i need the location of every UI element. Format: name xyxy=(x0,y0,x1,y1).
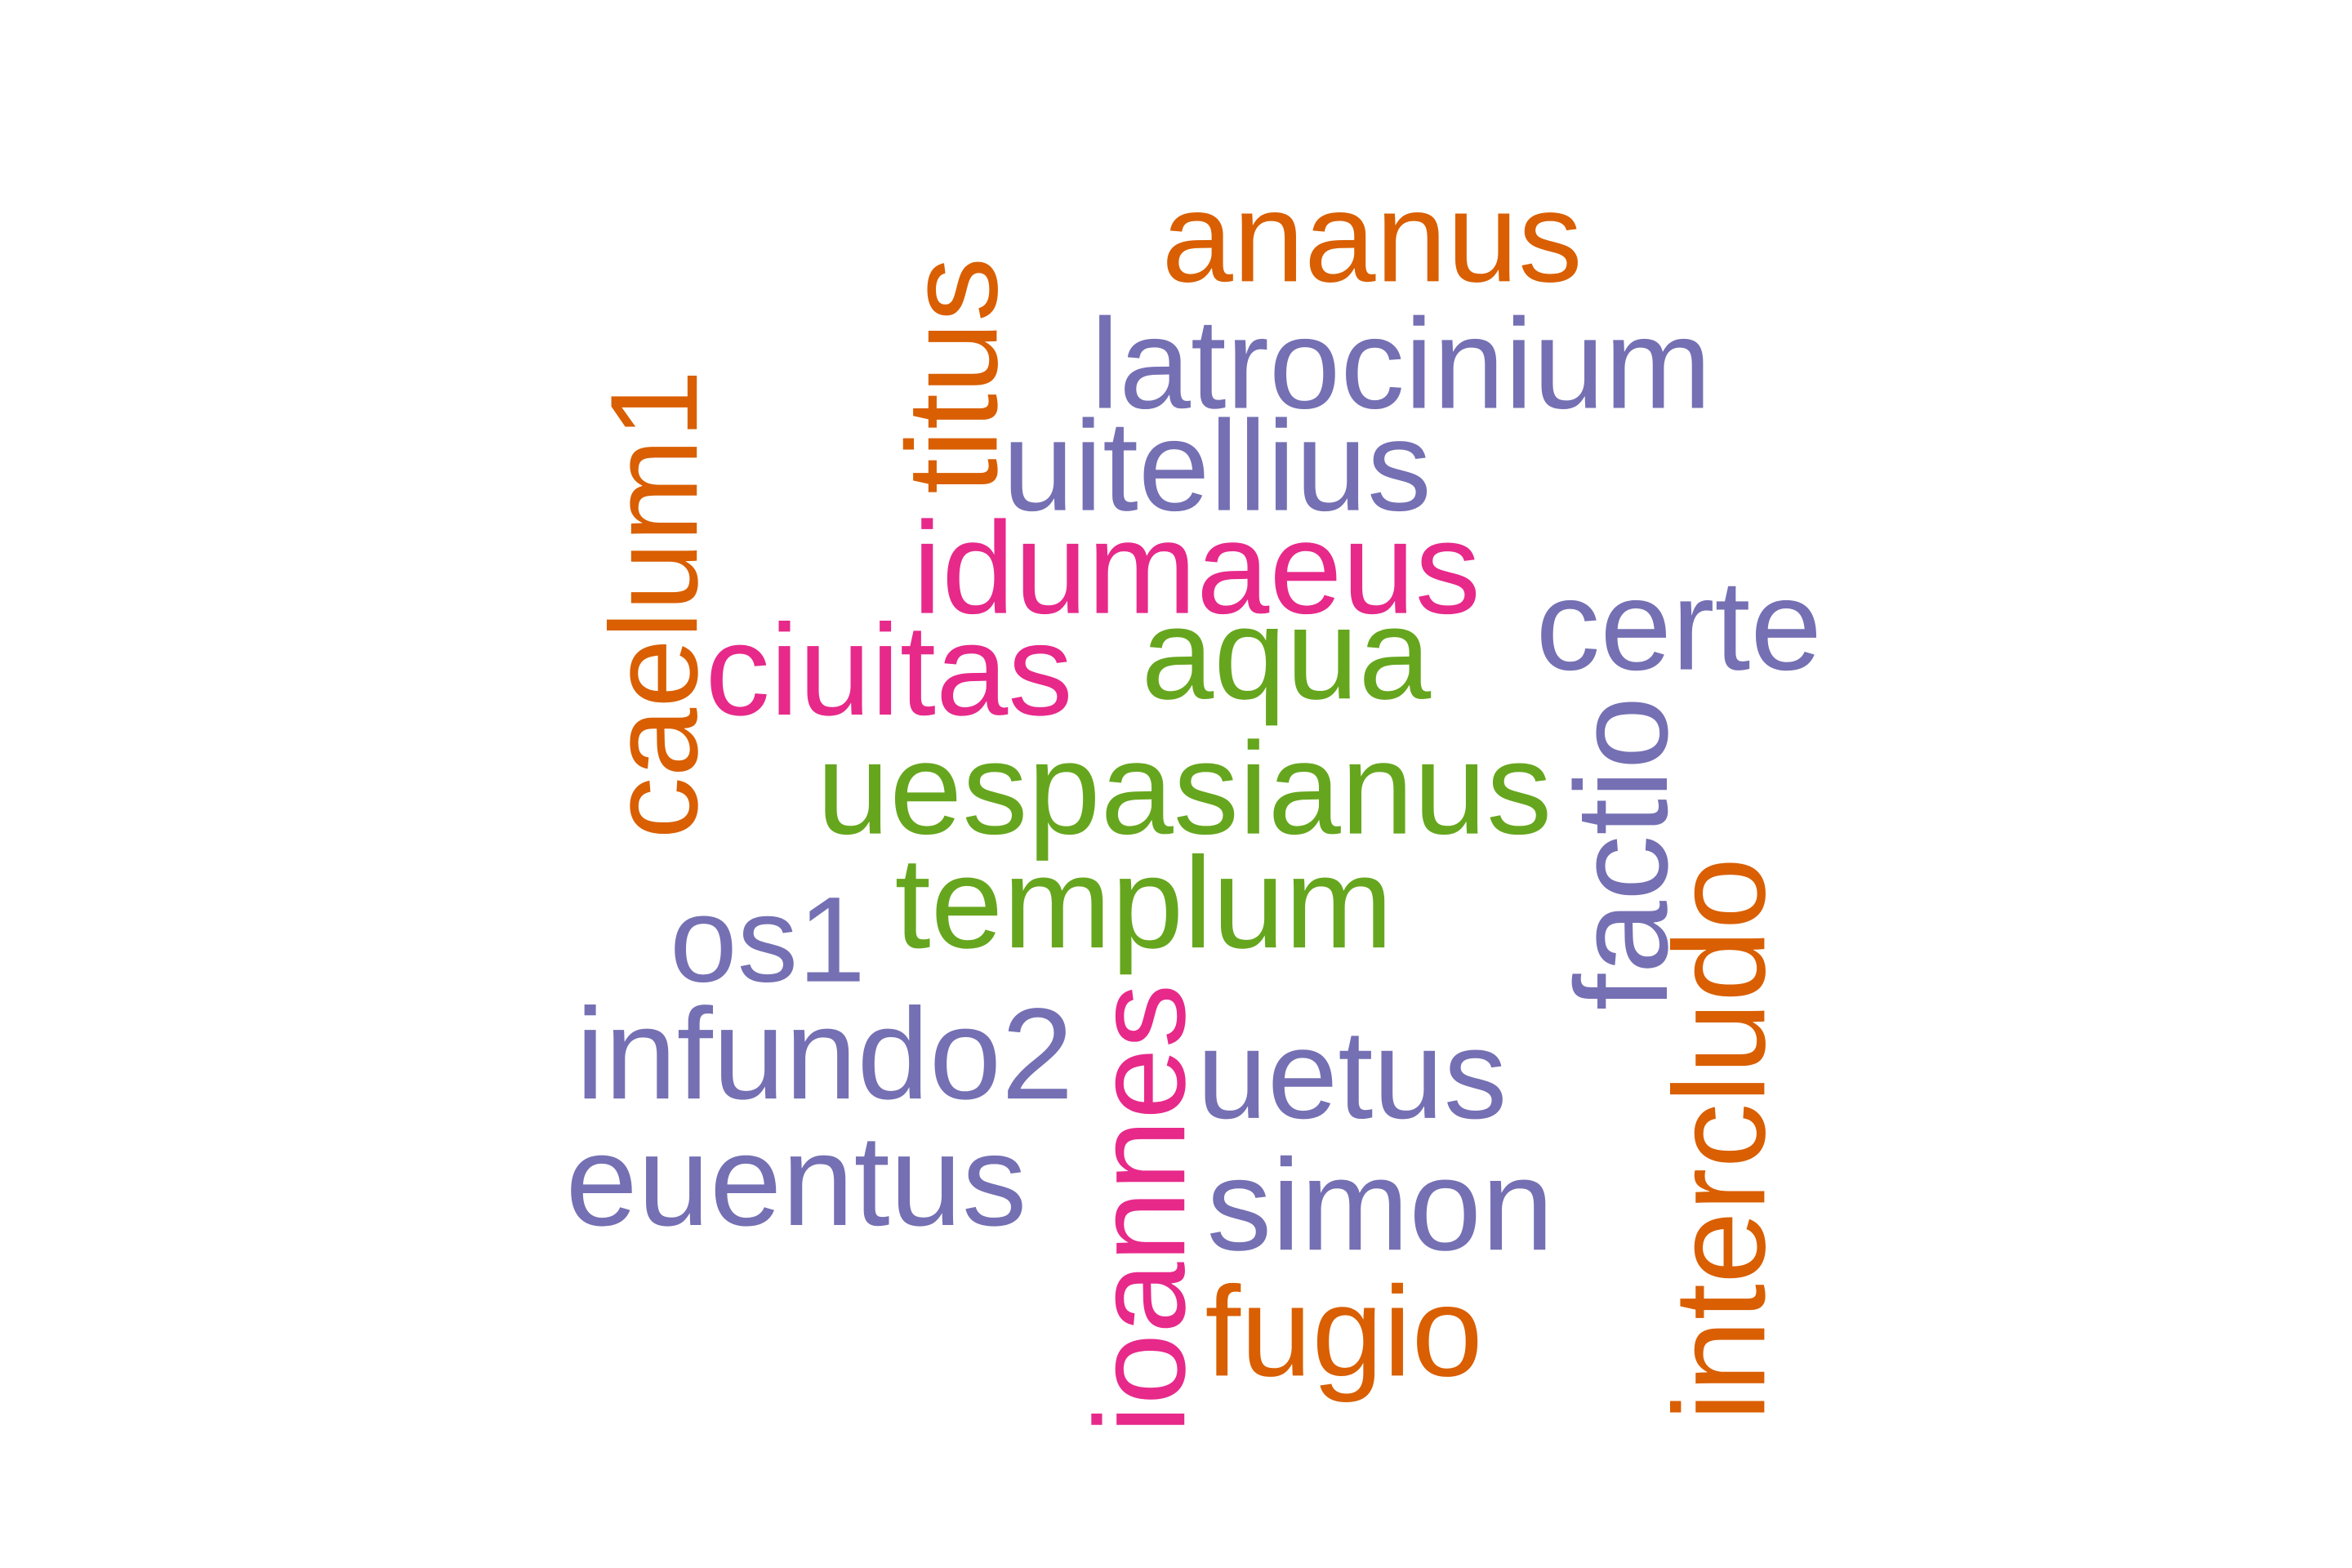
word-os1: os1 xyxy=(670,871,866,1008)
word-ananus: ananus xyxy=(1161,165,1583,309)
word-uespasianus: uespasianus xyxy=(816,715,1552,862)
word-euentus: euentus xyxy=(565,1107,1027,1253)
word-idumaeus: idumaeus xyxy=(912,494,1481,641)
word-uetus: uetus xyxy=(1196,1003,1507,1145)
word-latrocinium: latrocinium xyxy=(1089,291,1712,436)
word-ciuitas: ciuitas xyxy=(704,597,1073,742)
word-intercludo: intercludo xyxy=(1646,857,1793,1422)
word-aqua: aqua xyxy=(1141,580,1432,727)
word-certe: certe xyxy=(1535,552,1822,697)
word-ioannes: ioannes xyxy=(1067,983,1212,1434)
word-simon: simon xyxy=(1206,1131,1554,1278)
word-titus: titus xyxy=(879,256,1024,495)
word-caelum1: caelum1 xyxy=(583,369,724,840)
word-uitellius: uitellius xyxy=(1002,393,1432,538)
word-templum: templum xyxy=(893,829,1393,976)
word-infundo2: infundo2 xyxy=(576,981,1074,1126)
word-fugio: fugio xyxy=(1204,1259,1483,1403)
